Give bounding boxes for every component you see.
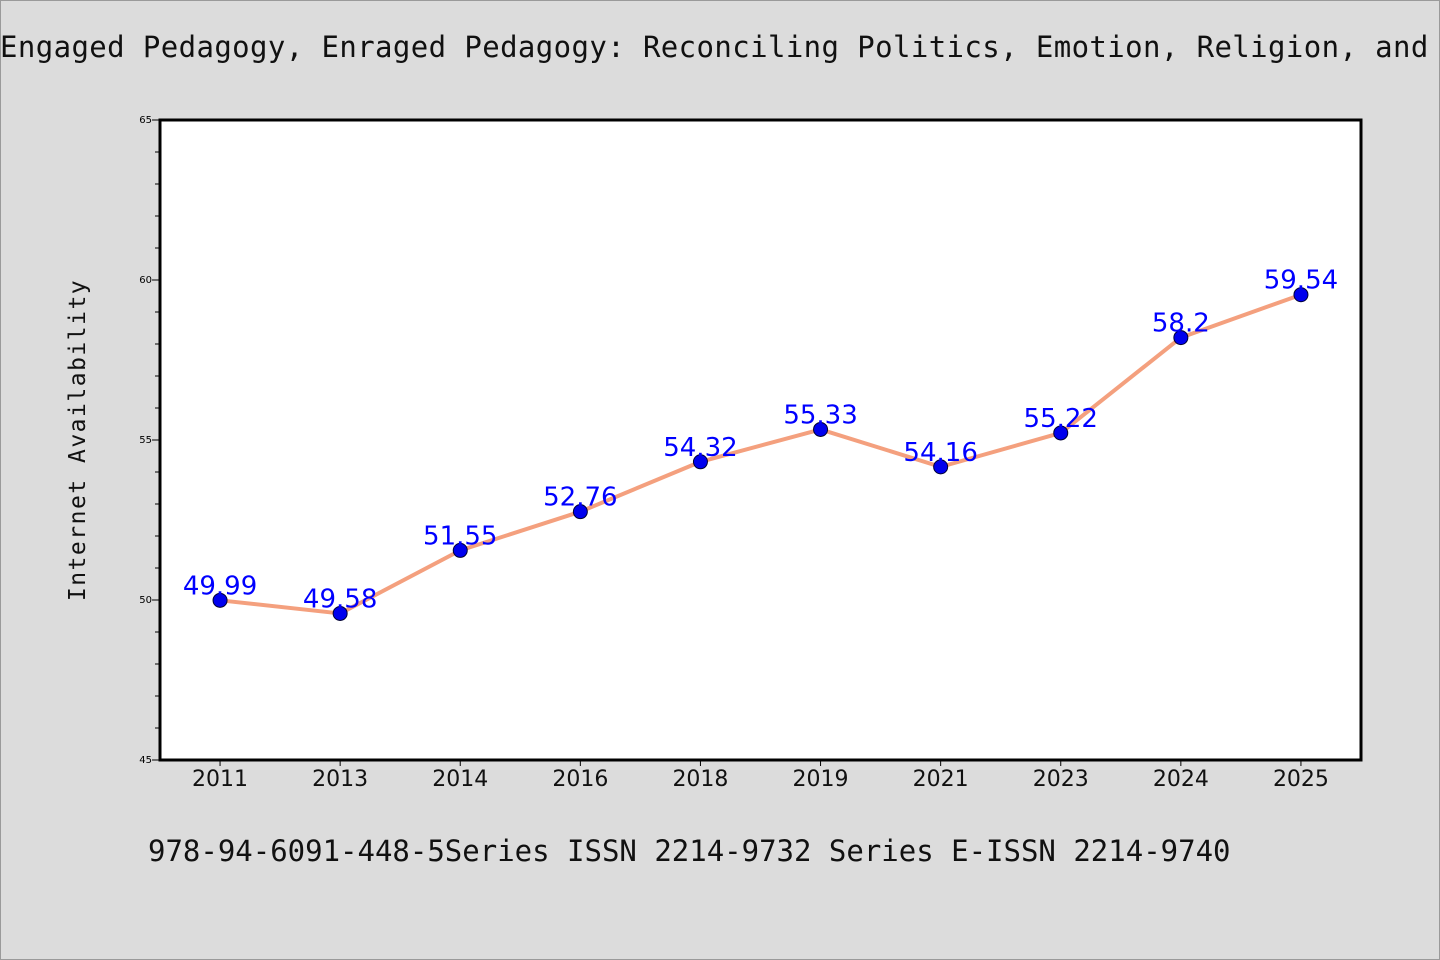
data-point	[1293, 287, 1309, 303]
series-line	[218, 292, 1303, 616]
data-point	[1053, 425, 1069, 441]
footer-isbn: 978-94-6091-448-5Series ISSN 2214-9732 S…	[148, 834, 1231, 868]
x-tick-label: 2014	[432, 767, 488, 792]
data-label: 54.16	[903, 438, 977, 468]
x-tick-label: 2025	[1273, 767, 1329, 792]
y-tick-label: 60	[139, 275, 152, 286]
x-tick-label: 2024	[1153, 767, 1209, 792]
y-axis-label: Internet Availability	[65, 279, 91, 601]
data-point	[813, 421, 829, 437]
data-label: 49.99	[183, 571, 257, 601]
x-tick-label: 2011	[192, 767, 248, 792]
x-tick-label: 2018	[672, 767, 728, 792]
data-label: 49.58	[303, 584, 377, 614]
data-point	[332, 605, 348, 621]
data-point	[572, 504, 588, 520]
data-point	[1173, 330, 1189, 346]
chart-title: Engaged Pedagogy, Enraged Pedagogy: Reco…	[0, 30, 1429, 64]
x-tick-label: 2021	[913, 767, 969, 792]
data-point	[692, 454, 708, 470]
x-tick-label: 2019	[793, 767, 849, 792]
x-tick-label: 2016	[552, 767, 608, 792]
data-label: 55.33	[783, 400, 857, 430]
data-point	[933, 459, 949, 475]
data-label: 51.55	[423, 521, 497, 551]
x-tick-label: 2013	[312, 767, 368, 792]
y-tick-label: 50	[139, 595, 152, 606]
data-label: 58.2	[1152, 309, 1210, 339]
data-point	[212, 592, 228, 608]
y-tick-label: 65	[139, 115, 152, 126]
data-label: 59.54	[1264, 266, 1338, 296]
x-tick-label: 2023	[1033, 767, 1089, 792]
data-point	[452, 542, 468, 558]
data-label: 55.22	[1024, 404, 1098, 434]
data-label: 52.76	[543, 483, 617, 513]
y-tick-label: 45	[139, 755, 152, 766]
data-label: 54.32	[663, 433, 737, 463]
plot-area	[158, 118, 1363, 762]
y-tick-label: 55	[139, 435, 152, 446]
